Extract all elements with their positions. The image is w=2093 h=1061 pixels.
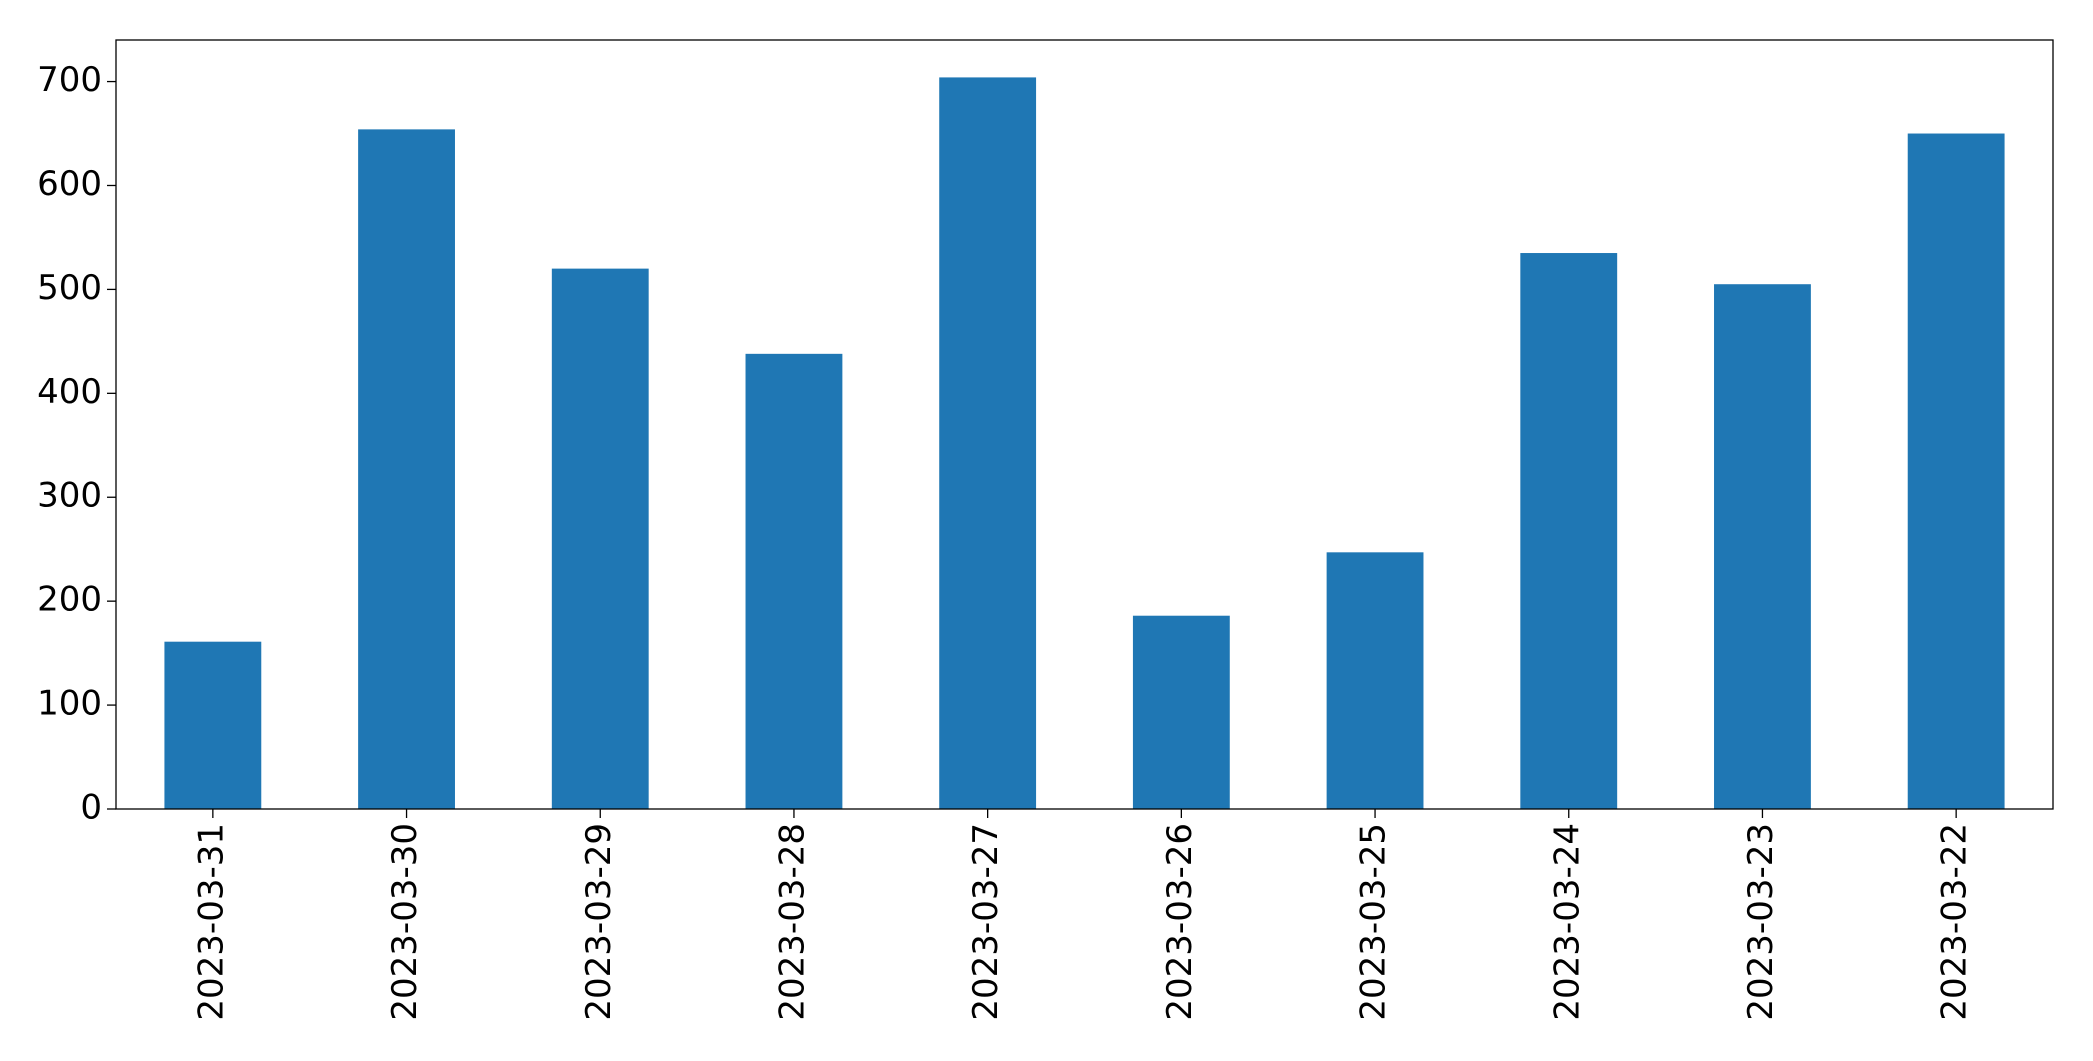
x-tick-label: 2023-03-31 xyxy=(191,823,231,1021)
x-tick-label: 2023-03-26 xyxy=(1160,823,1200,1021)
y-tick-label: 200 xyxy=(37,580,102,620)
bar xyxy=(1132,615,1230,809)
bar xyxy=(1907,133,2005,809)
y-tick-label: 600 xyxy=(37,164,102,204)
bar xyxy=(939,77,1037,809)
x-tick-label: 2023-03-22 xyxy=(1935,823,1975,1021)
y-tick-label: 500 xyxy=(37,268,102,308)
x-tick-label: 2023-03-25 xyxy=(1354,823,1394,1021)
bar xyxy=(1714,284,1811,809)
bar xyxy=(551,268,649,810)
x-tick-label: 2023-03-23 xyxy=(1741,823,1781,1021)
y-tick-label: 400 xyxy=(37,372,102,412)
x-tick-label: 2023-03-24 xyxy=(1547,823,1587,1021)
y-tick-label: 100 xyxy=(37,684,102,724)
y-tick-label: 300 xyxy=(37,476,102,516)
x-tick-label: 2023-03-28 xyxy=(772,823,812,1021)
bar xyxy=(1520,253,1618,809)
x-tick-label: 2023-03-29 xyxy=(579,823,619,1021)
bar xyxy=(358,129,455,810)
x-tick-label: 2023-03-30 xyxy=(385,823,425,1021)
x-tick-label: 2023-03-27 xyxy=(966,823,1006,1021)
bar xyxy=(164,641,262,809)
bar xyxy=(745,353,843,809)
y-tick-label: 0 xyxy=(80,788,102,828)
axes-frame xyxy=(115,39,2054,810)
y-tick-label: 700 xyxy=(37,60,102,100)
bar xyxy=(1326,552,1424,809)
plot-area: 0 100 200 300 400 500 600 700 2023-03-31 2023-03-… xyxy=(37,60,2005,1021)
